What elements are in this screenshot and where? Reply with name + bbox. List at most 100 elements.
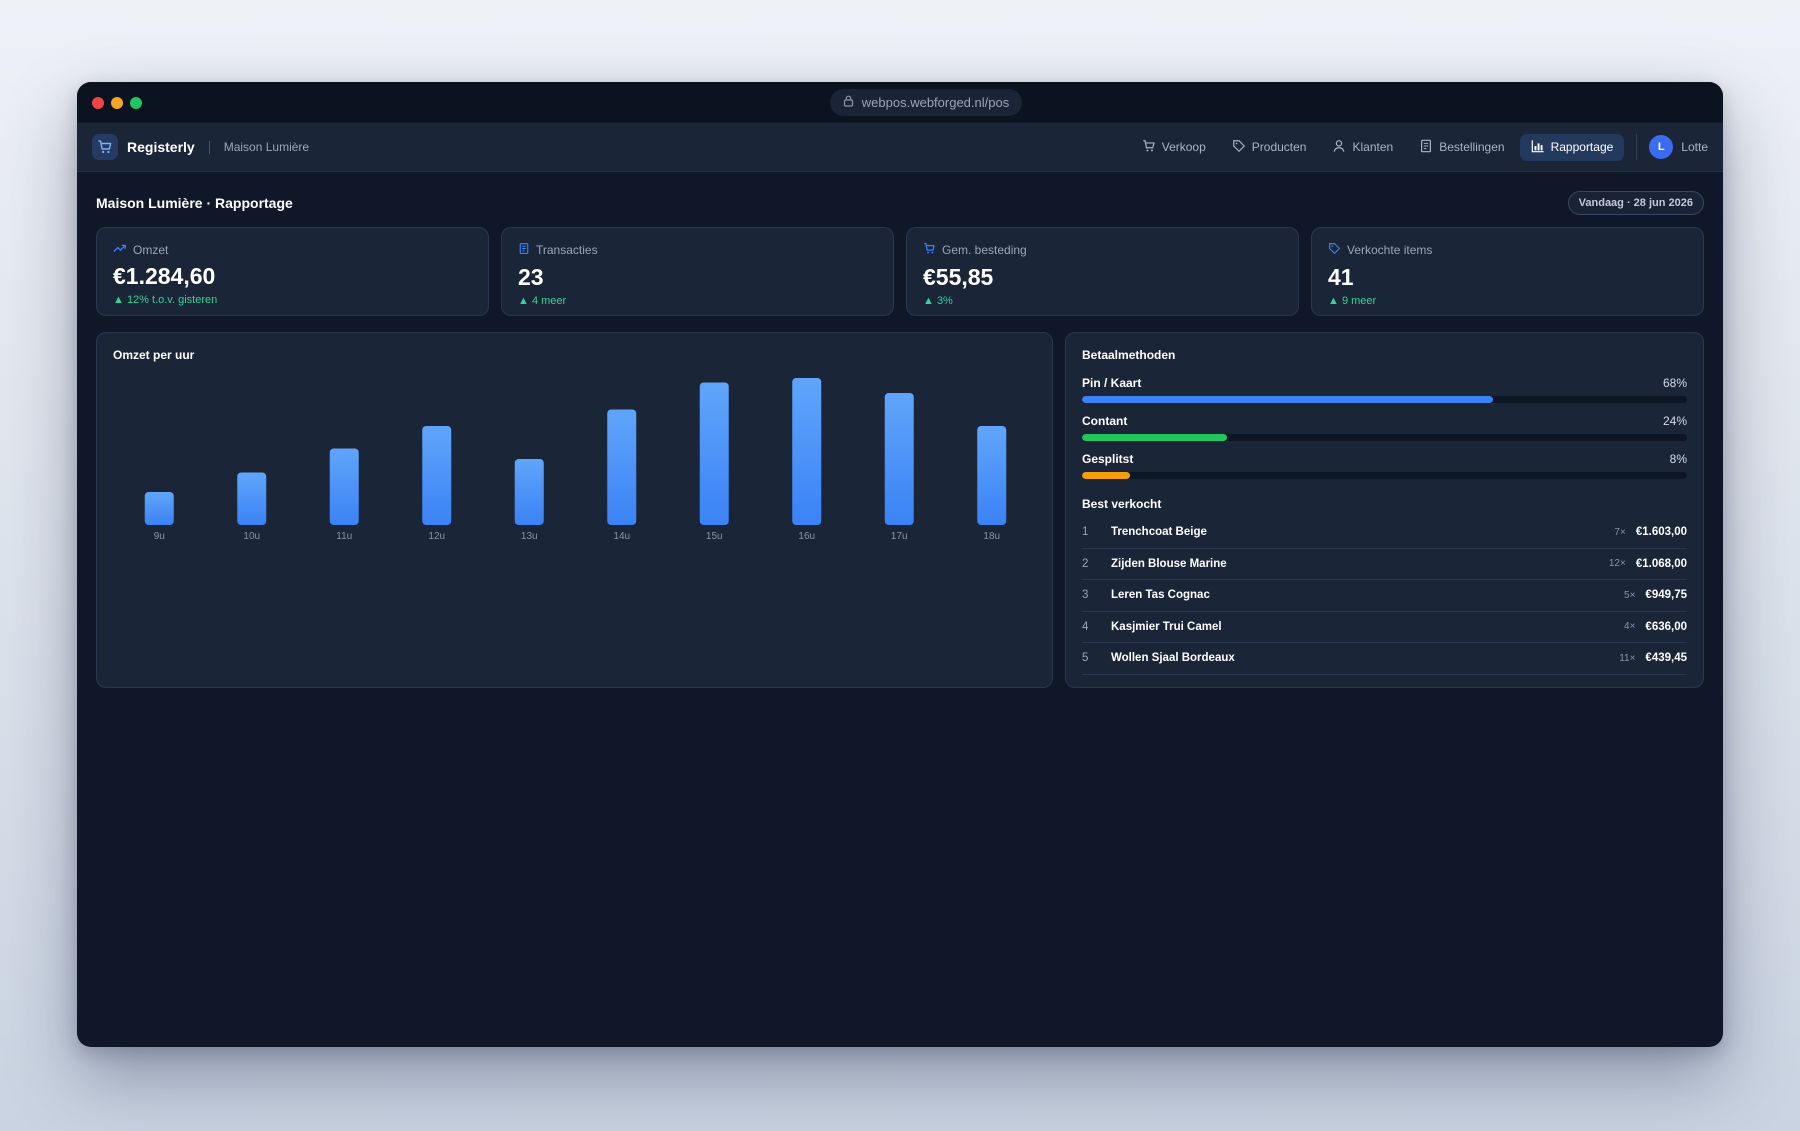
kpi-value: 41 [1328,264,1354,290]
page-title: Maison Lumière · Rapportage [96,194,293,211]
maximize-window-button[interactable] [130,97,142,109]
cart-icon [1142,139,1156,156]
nav-item-label: Producten [1251,140,1307,154]
progress-fill [1082,434,1228,441]
amount: €1.603,00 [1635,526,1687,539]
kpi-delta: ▲ 3% [923,295,953,307]
product-name: Leren Tas Cognac [1111,589,1210,602]
x-tick-label: 13u [521,531,538,542]
date-filter-pill[interactable]: Vandaag · 28 jun 2026 [1567,190,1704,215]
nav-item-label: Klanten [1352,140,1394,154]
close-window-button[interactable] [92,97,104,109]
x-tick-label: 9u [154,531,165,542]
best-sellers-title: Best verkocht [1082,497,1162,511]
payment-name: Pin / Kaart [1082,376,1142,390]
rank: 2 [1082,557,1089,570]
kpi-cards: Omzet €1.284,60 ▲ 12% t.o.v. gisteren Tr… [96,227,1704,316]
progress-fill [1082,396,1494,403]
payment-percent: 68% [1662,376,1687,390]
x-tick-label: 16u [798,531,815,542]
payment-row-pin: Pin / Kaart 68% [1082,376,1687,403]
list-item[interactable]: 2 Zijden Blouse Marine 12× €1.068,00 [1082,549,1687,580]
kpi-card-verkochte-items: Verkochte items 41 ▲ 9 meer [1311,227,1704,316]
quantity: 7× [1614,526,1626,538]
chart-bar-12u[interactable] [422,426,452,525]
kpi-label: Verkochte items [1347,243,1433,257]
chart-bar-13u[interactable] [514,459,544,525]
nav-item-producten[interactable]: Producten [1221,134,1318,161]
kpi-value: €1.284,60 [113,263,216,289]
browser-titlebar: webpos.webforged.nl/pos [77,82,1723,123]
chart-bar-17u[interactable] [884,393,914,525]
list-item[interactable]: 5 Wollen Sjaal Bordeaux 11× €439,45 [1082,643,1687,675]
product-name: Trenchcoat Beige [1111,526,1207,539]
hourly-revenue-panel: Omzet per uur 9u 10u 11u 12u 13u 14u 15u 16u 17u… [96,332,1053,688]
chart-bar-9u[interactable] [144,492,174,525]
receipt-icon [1419,139,1433,156]
list-item[interactable]: 3 Leren Tas Cognac 5× €949,75 [1082,580,1687,612]
payment-row-gesplitst: Gesplitst 8% [1082,452,1687,479]
lock-icon [843,95,854,110]
chart-bar-10u[interactable] [237,472,267,526]
app-header: Registerly Maison Lumière Verkoop Produc… [77,123,1723,172]
minimize-window-button[interactable] [111,97,123,109]
rank: 5 [1082,652,1089,665]
chart-bar-15u[interactable] [699,382,729,526]
user-icon [1332,139,1346,156]
window-controls [92,97,142,109]
kpi-card-gem-besteding: Gem. besteding €55,85 ▲ 3% [906,227,1299,316]
kpi-delta: ▲ 4 meer [518,295,567,307]
amount: €949,75 [1645,589,1687,602]
progress-track [1082,472,1687,479]
page-header: Maison Lumière · Rapportage Vandaag · 28… [96,190,1704,215]
list-item[interactable]: 1 Trenchcoat Beige 7× €1.603,00 [1082,517,1687,549]
trending-up-icon [113,242,127,257]
nav-item-verkoop[interactable]: Verkoop [1131,134,1217,161]
kpi-label: Gem. besteding [942,243,1027,257]
payment-name: Gesplitst [1082,452,1134,466]
x-tick-label: 12u [428,531,445,542]
chart-bar-11u[interactable] [329,448,359,526]
nav-item-label: Verkoop [1161,140,1206,154]
nav-item-klanten[interactable]: Klanten [1321,134,1404,161]
amount: €439,45 [1645,652,1687,665]
main-nav: Verkoop Producten Klanten Bestellingen [1131,133,1708,161]
tag-icon [1328,242,1341,258]
payment-panel: Betaalmethoden Pin / Kaart 68% Conta [1065,332,1704,688]
chart-bar-18u[interactable] [977,426,1007,525]
hourly-revenue-chart: 9u 10u 11u 12u 13u 14u 15u 16u 17u 18u [144,378,1007,542]
rank: 4 [1082,620,1089,633]
chart-bar-16u[interactable] [792,378,822,525]
panel-title: Betaalmethoden [1082,348,1176,362]
list-item[interactable]: 4 Kasjmier Trui Camel 4× €636,00 [1082,612,1687,643]
x-tick-label: 11u [336,531,352,542]
panels-row: Omzet per uur 9u 10u 11u 12u 13u 14u 15u 16u 17u… [96,332,1704,688]
payment-row-contant: Contant 24% [1082,414,1687,441]
kpi-card-transacties: Transacties 23 ▲ 4 meer [501,227,894,316]
chart-bar-14u[interactable] [607,409,637,526]
progress-track [1082,396,1687,403]
quantity: 4× [1624,621,1636,633]
kpi-value: 23 [518,264,544,290]
nav-item-label: Rapportage [1550,140,1614,154]
product-name: Kasjmier Trui Camel [1111,620,1222,633]
kpi-card-omzet: Omzet €1.284,60 ▲ 12% t.o.v. gisteren [96,227,489,316]
panel-title: Omzet per uur [113,348,195,362]
user-name: Lotte [1681,140,1708,154]
nav-divider [1636,134,1638,160]
nav-item-rapportage[interactable]: Rapportage [1519,133,1625,161]
address-bar[interactable]: webpos.webforged.nl/pos [830,89,1022,116]
x-tick-label: 14u [613,531,630,542]
avatar: L [1649,135,1674,159]
payment-methods: Pin / Kaart 68% Contant 24% [1082,376,1687,479]
rank: 3 [1082,589,1089,602]
payment-percent: 8% [1669,452,1687,466]
receipt-icon [518,242,530,258]
nav-item-bestellingen[interactable]: Bestellingen [1408,134,1515,161]
quantity: 12× [1608,558,1626,570]
quantity: 11× [1619,652,1636,664]
x-tick-label: 17u [891,531,908,542]
user-menu[interactable]: L Lotte [1649,135,1708,159]
product-name: Wollen Sjaal Bordeaux [1111,652,1235,665]
kpi-label: Transacties [536,243,598,257]
